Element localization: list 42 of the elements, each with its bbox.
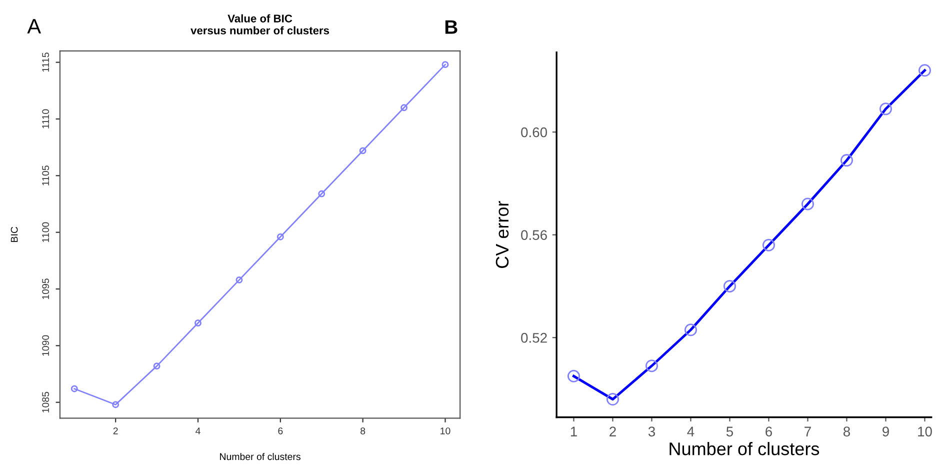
y-tick-label: 1110: [42, 109, 50, 128]
point: [70, 385, 78, 392]
y-tick-label: 1095: [42, 278, 50, 300]
x-tick-label: 4: [196, 428, 200, 434]
x-tick-label: 2: [113, 427, 118, 434]
x-tick-label: 9: [882, 426, 889, 436]
point: [236, 276, 243, 284]
text: B: [445, 20, 458, 34]
x-tick-label: 8: [360, 427, 366, 434]
x-tick-label: 10: [918, 426, 932, 436]
point: [318, 190, 326, 198]
x-tick-label: 6: [766, 426, 772, 436]
x-tick-label: 3: [648, 426, 655, 436]
chart-title: Value of BIC versus number of clusters: [190, 14, 330, 34]
point: [359, 147, 366, 154]
x-tick-label: 10: [440, 427, 450, 434]
y-tick-label: 1115: [42, 52, 50, 72]
point: [153, 362, 160, 370]
x-tick-label: 7: [804, 426, 811, 436]
y-tick-label: 1085: [42, 392, 50, 412]
point: [112, 401, 120, 408]
y-tick-label: 1100: [42, 222, 50, 242]
text: A: [27, 19, 42, 34]
point: [442, 61, 449, 68]
y-tick-label: 1105: [42, 166, 50, 186]
point: [194, 320, 202, 326]
point: [400, 104, 408, 112]
x-tick-label: 8: [843, 426, 850, 436]
y-tick-label: 0.56: [521, 230, 547, 240]
y-tick-label: 1090: [42, 335, 50, 356]
x-tick-label: 6: [278, 427, 283, 434]
x-axis-title: Number of clusters: [670, 442, 820, 456]
x-tick-label: 1: [570, 426, 577, 436]
y-tick-label: 0.60: [521, 127, 548, 138]
y-axis-title: CV error: [496, 201, 509, 268]
y-tick-label: 0.52: [521, 332, 547, 343]
x-tick-label: 4: [687, 426, 694, 436]
y-axis-title: BIC: [10, 226, 18, 242]
point: [276, 233, 284, 240]
x-axis-title: Number of clusters: [220, 452, 300, 460]
x-tick-label: 5: [726, 426, 734, 436]
x-tick-label: 2: [610, 426, 616, 436]
